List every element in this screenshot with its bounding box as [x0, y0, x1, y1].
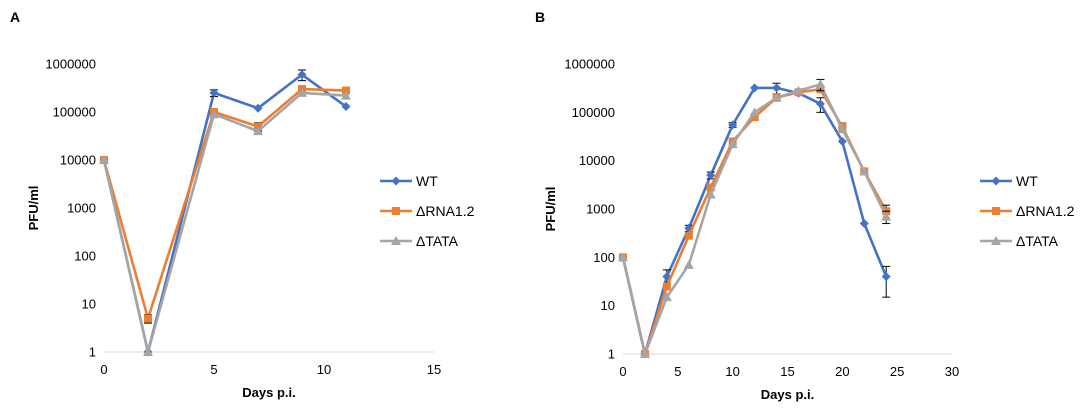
series-2	[618, 78, 892, 358]
y-axis-label: PFU/ml	[26, 186, 41, 231]
y-tick-label: 1000	[586, 202, 615, 217]
legend-swatch-marker	[991, 176, 1001, 186]
panel-label-b: B	[535, 9, 545, 25]
legend-label: ΔTATA	[416, 233, 459, 249]
data-point	[297, 87, 307, 97]
x-tick-label: 20	[835, 364, 849, 379]
data-point	[727, 139, 738, 149]
series-line	[621, 86, 888, 356]
x-tick-label: 10	[317, 362, 331, 377]
legend-swatch-marker	[992, 207, 1000, 215]
data-point	[749, 107, 760, 117]
data-point	[881, 272, 891, 282]
data-point	[209, 109, 219, 119]
y-tick-label: 100000	[572, 105, 615, 120]
data-point	[705, 189, 716, 199]
x-tick-label: 0	[100, 362, 107, 377]
legend-swatch-marker	[991, 236, 1001, 245]
data-point	[342, 86, 350, 95]
data-point	[341, 102, 351, 112]
panel-label-a: A	[10, 9, 20, 25]
data-point	[859, 219, 869, 229]
data-point	[815, 99, 825, 109]
y-axis-label: PFU/ml	[543, 187, 558, 232]
legend-label: WT	[416, 173, 438, 189]
data-point	[750, 113, 759, 122]
data-point	[143, 347, 153, 356]
data-point	[683, 259, 694, 269]
x-tick-label: 0	[619, 364, 626, 379]
legend-label: ΔRNA1.2	[416, 203, 475, 219]
x-tick-label: 30	[945, 364, 959, 379]
data-point	[837, 136, 847, 146]
legend-swatch-marker	[392, 207, 400, 215]
data-point	[750, 83, 760, 93]
data-point	[144, 314, 152, 323]
data-point	[341, 90, 351, 100]
y-tick-label: 100000	[53, 105, 96, 120]
y-tick-label: 10	[82, 297, 96, 312]
data-point	[837, 124, 848, 134]
y-tick-label: 1	[608, 347, 615, 362]
data-point	[706, 183, 715, 192]
x-tick-label: 25	[890, 364, 904, 379]
data-point	[859, 166, 870, 176]
data-point	[661, 292, 672, 302]
y-tick-label: 100	[74, 249, 96, 264]
data-point	[815, 79, 826, 89]
x-tick-label: 5	[674, 364, 681, 379]
series-2	[99, 87, 351, 356]
data-point	[881, 211, 892, 221]
chart-b: 1 10 100 1000 10000 100000 1000000 0 5 10 15 20 25 30…	[543, 57, 1075, 403]
x-tick-label: 10	[725, 364, 739, 379]
x-tick-label: 15	[780, 364, 794, 379]
y-tick-label: 10000	[579, 153, 615, 168]
legend-swatch-marker	[391, 176, 401, 186]
data-point	[771, 92, 782, 102]
y-tick-label: 1000000	[45, 57, 96, 72]
data-point	[618, 252, 628, 262]
data-point	[253, 103, 263, 113]
data-point	[639, 349, 650, 358]
data-point	[793, 85, 804, 95]
legend-label: ΔTATA	[1016, 233, 1059, 249]
series-line	[102, 87, 347, 320]
y-tick-label: 10	[601, 298, 615, 313]
y-tick-label: 100	[593, 250, 615, 265]
chart-a: 1 10 100 1000 10000 100000 1000000 0 5 10 15 Days p…	[26, 57, 475, 401]
y-tick-label: 1000000	[564, 57, 615, 72]
data-point	[684, 231, 693, 240]
series-1	[100, 85, 350, 324]
x-axis-label: Days p.i.	[761, 387, 814, 402]
data-point	[253, 126, 263, 136]
data-point	[297, 70, 307, 80]
y-tick-label: 10000	[60, 153, 96, 168]
legend-label: ΔRNA1.2	[1016, 203, 1075, 219]
data-point	[99, 155, 109, 164]
series-0	[99, 69, 351, 357]
data-point	[209, 88, 219, 98]
y-tick-label: 1000	[67, 201, 96, 216]
x-tick-label: 5	[210, 362, 217, 377]
y-tick-label: 1	[89, 345, 96, 360]
series-line	[621, 83, 888, 356]
series-line	[102, 91, 347, 354]
data-point	[706, 170, 716, 180]
legend-label: WT	[1016, 173, 1038, 189]
data-point	[772, 83, 782, 93]
data-point	[662, 282, 671, 291]
x-tick-label: 15	[427, 362, 441, 377]
legend-swatch-marker	[391, 236, 401, 245]
series-line	[621, 87, 888, 356]
data-point	[728, 120, 738, 130]
x-axis-label: Days p.i.	[242, 385, 295, 400]
